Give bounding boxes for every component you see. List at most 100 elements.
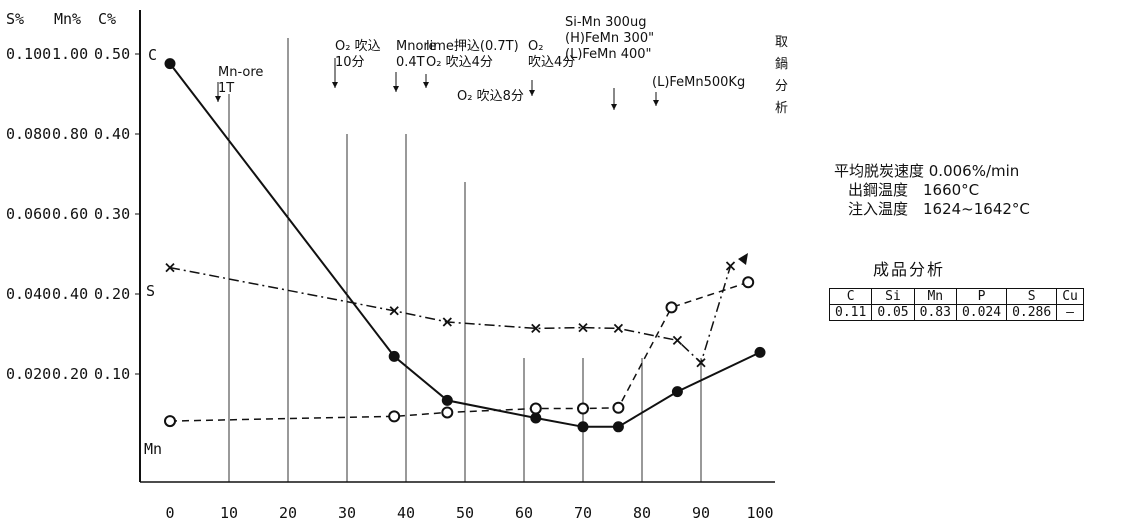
annotation-6: Si-Mn 300ug(H)FeMn 300"(L)FeMn 400" [565, 15, 654, 110]
annotation-7-line-0: (L)FeMn500Kg [652, 75, 745, 90]
annotation-6-line-1: (H)FeMn 300" [565, 31, 654, 46]
annotation-3-line-0: lime押込(0.7T) [426, 39, 519, 54]
y-tick-s-4: 0.100 [6, 45, 51, 63]
annotation-0-line-0: Mn-ore [218, 65, 263, 80]
annotation-8-line-3: 析 [775, 101, 788, 116]
series: C S Mn [144, 46, 766, 458]
y-tick-s-3: 0.080 [6, 125, 51, 143]
annotation-6-line-2: (L)FeMn 400" [565, 47, 652, 62]
avg-decarb-rate: 平均脱炭速度 0.006%/min [834, 162, 1020, 180]
header-mn: Mn [913, 288, 957, 305]
header-si: Si [871, 288, 915, 305]
point-mn-4 [577, 402, 589, 415]
point-s-1 [389, 306, 399, 316]
y-tick-c-0: 0.10 [94, 365, 130, 383]
annotation-6-line-0: Si-Mn 300ug [565, 15, 646, 30]
x-tick-40: 40 [397, 504, 415, 522]
y-tick-c-1: 0.20 [94, 285, 130, 303]
point-mn-0 [164, 415, 176, 428]
annotation-8-line-1: 鍋 [775, 56, 788, 72]
value-c: 0.11 [828, 304, 873, 321]
header-cu: Cu [1056, 288, 1084, 305]
value-s: 0.286 [1006, 304, 1058, 321]
annotation-4: O₂ 吹込8分 [457, 89, 524, 104]
point-c-2 [441, 394, 453, 406]
annotation-7-arrowhead [653, 100, 659, 106]
series-line-mn [169, 281, 749, 422]
annotation-0-line-1: 1T [218, 81, 234, 96]
header-c: C [828, 288, 873, 305]
point-c-0 [164, 58, 176, 70]
label-s: S [146, 282, 155, 300]
series-line-c [169, 62, 761, 428]
annotation-5-arrowhead [529, 90, 535, 96]
point-c-1 [388, 350, 400, 362]
y-tick-c-4: 0.50 [94, 45, 130, 63]
annotation-2-arrowhead [393, 86, 399, 92]
value-mn: 0.83 [913, 304, 957, 321]
point-c-6 [671, 386, 683, 398]
y-tick-s-1: 0.040 [6, 285, 51, 303]
grid-lines [228, 38, 702, 482]
value-cu: — [1056, 304, 1084, 321]
axes [135, 10, 775, 483]
stats-block: 平均脱炭速度 0.006%/min 出鋼温度 1660°C 注入温度 1624~… [834, 162, 1030, 219]
annotation-2-line-0: Mnore [396, 39, 436, 54]
value-p: 0.024 [955, 304, 1008, 321]
series-line-s [169, 265, 732, 365]
annotation-5-line-1: 吹込4分 [528, 55, 575, 70]
tapping-temp: 出鋼温度 1660°C [848, 181, 980, 199]
x-tick-90: 90 [692, 504, 710, 522]
y-tick-s-0: 0.020 [6, 365, 51, 383]
y-tick-mn-0: 0.20 [52, 365, 88, 383]
axis-headers: S% Mn% C% [6, 10, 116, 28]
header-p: P [955, 288, 1008, 305]
table-header-row: C Si Mn P S Cu [828, 288, 1084, 305]
point-s-8 [725, 261, 736, 271]
point-mn-5 [612, 401, 625, 414]
annotation-8-line-0: 取 [775, 35, 788, 50]
annotation-5-line-0: O₂ [528, 39, 543, 54]
y-tick-mn-3: 0.80 [52, 125, 88, 143]
point-s-7 [696, 358, 706, 368]
annotation-8-line-2: 分 [775, 79, 788, 94]
point-mn-7 [742, 276, 755, 289]
point-mn-2 [441, 406, 454, 419]
value-si: 0.05 [871, 304, 915, 321]
annotation-6-arrowhead [611, 104, 617, 110]
x-tick-20: 20 [279, 504, 297, 522]
product-analysis-table: C Si Mn P S Cu 0.11 0.05 0.83 0.024 0.28… [828, 288, 1084, 321]
table-value-row: 0.11 0.05 0.83 0.024 0.286 — [828, 304, 1084, 321]
axis-header-2: C% [98, 10, 116, 28]
point-s-0 [165, 262, 175, 273]
y-tick-mn-1: 0.40 [52, 285, 88, 303]
annotation-3-arrowhead [423, 82, 429, 88]
annotation-4-line-0: O₂ 吹込8分 [457, 89, 524, 104]
annotation-0-arrowhead [215, 96, 221, 102]
annotation-7: (L)FeMn500Kg [652, 75, 745, 106]
point-c-7 [754, 346, 766, 358]
annotation-3-line-1: O₂ 吹込4分 [426, 55, 493, 70]
label-c: C [148, 46, 157, 64]
annotation-1-arrowhead [332, 82, 338, 88]
annotation-1-line-1: 10分 [335, 55, 365, 70]
x-tick-50: 50 [456, 504, 474, 522]
annotation-1-line-0: O₂ 吹込 [335, 39, 381, 54]
point-s-2 [442, 317, 452, 327]
x-tick-10: 10 [220, 504, 238, 522]
point-s-6 [672, 335, 683, 346]
series-s-arrowhead [738, 253, 748, 265]
x-tick-30: 30 [338, 504, 356, 522]
point-mn-1 [388, 410, 401, 423]
point-mn-3 [529, 402, 542, 415]
pouring-temp: 注入温度 1624~1642°C [848, 200, 1030, 218]
product-analysis-title: 成品分析 [873, 260, 946, 279]
point-s-4 [578, 322, 588, 333]
